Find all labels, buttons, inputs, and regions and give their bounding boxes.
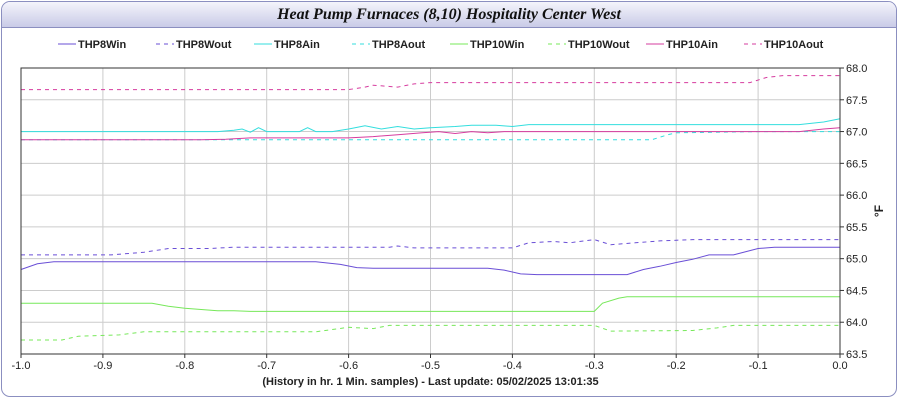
x-tick-label: -0.5 (421, 360, 440, 372)
x-tick-label: -0.6 (339, 360, 358, 372)
chart-title: Heat Pump Furnaces (8,10) Hospitality Ce… (2, 2, 896, 28)
legend-label: THP10Wout (568, 39, 630, 51)
y-tick-label: 65.5 (846, 222, 867, 234)
y-tick-label: 67.5 (846, 95, 867, 107)
y-tick-label: 68.0 (846, 63, 867, 75)
series-line-thp10aout (21, 75, 840, 91)
legend-label: THP8Wout (176, 39, 232, 51)
y-tick-label: 63.5 (846, 349, 867, 361)
legend-label: THP10Ain (666, 39, 718, 51)
y-tick-label: 66.5 (846, 158, 867, 170)
x-tick-label: 0.0 (832, 360, 847, 372)
x-tick-label: -0.9 (93, 360, 112, 372)
y-tick-label: 65.0 (846, 254, 867, 266)
series-line-thp8aout (21, 131, 840, 141)
series-line-thp10wout (21, 324, 840, 341)
x-tick-label: -0.4 (503, 360, 522, 372)
legend-label: THP8Ain (274, 39, 320, 51)
y-axis-label: °F (872, 205, 886, 217)
series-line-thp8win (20, 246, 840, 276)
series-line-thp8wout (21, 239, 840, 256)
legend-label: THP10Win (470, 39, 525, 51)
legend-label: THP10Aout (764, 39, 824, 51)
series-line-thp10ain (21, 127, 841, 141)
grid (20, 67, 841, 355)
x-tick-label: -0.8 (175, 360, 194, 372)
y-tick-label: 64.5 (846, 285, 867, 297)
x-tick-label: -0.3 (585, 360, 604, 372)
x-tick-label: -0.1 (749, 360, 768, 372)
series-line-thp8ain (21, 118, 841, 133)
footer-text: (History in hr. 1 Min. samples) - Last u… (262, 376, 598, 388)
series-group (20, 75, 841, 341)
x-axis: -1.0 -0.9 -0.8 -0.7 -0.6 -0.5 -0.4 -0.3 -0.2 -0.1… (12, 354, 848, 372)
legend: THP8Win THP8Wout THP8Ain THP8Aout THP10Win TH… (58, 39, 824, 51)
x-tick-label: -1.0 (12, 360, 31, 372)
legend-label: THP8Aout (372, 39, 426, 51)
y-tick-label: 66.0 (846, 190, 867, 202)
y-tick-label: 64.0 (846, 317, 867, 329)
y-axis: 63.5 64.0 64.5 65.0 65.5 66.0 66.5 67.0 67.5 68.0 (840, 63, 867, 361)
legend-label: THP8Win (78, 39, 126, 51)
x-tick-label: -0.2 (667, 360, 686, 372)
series-line-thp10win (21, 296, 840, 312)
y-tick-label: 67.0 (846, 127, 867, 139)
x-tick-label: -0.7 (257, 360, 276, 372)
